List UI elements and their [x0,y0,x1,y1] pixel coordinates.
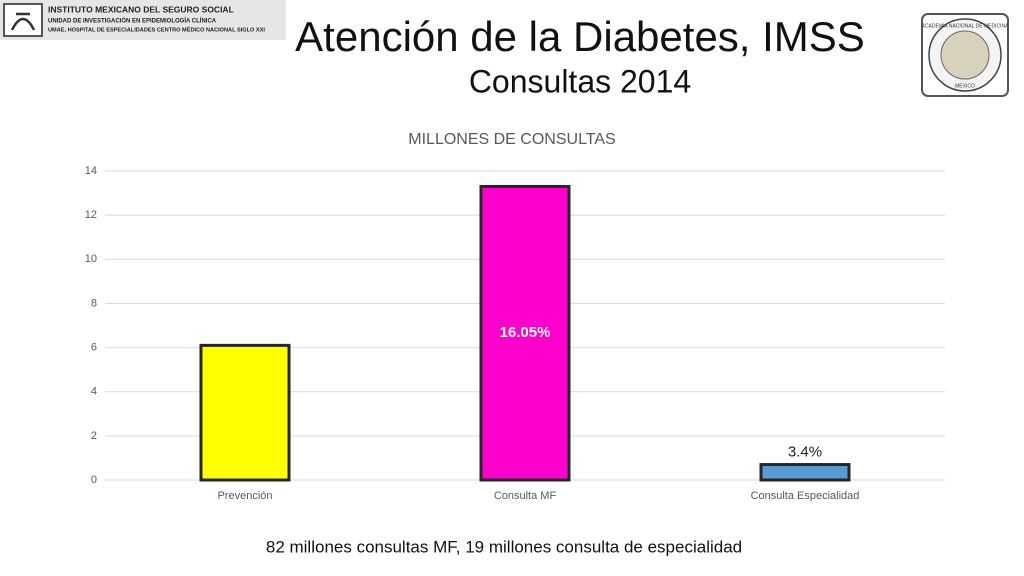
institution-line: UMAE, HOSPITAL DE ESPECIALIDADES CENTRO … [48,25,265,33]
academy-text: MÉXICO [955,82,975,89]
y-tick-label: 4 [91,386,97,398]
slide-subtitle: Consultas 2014 [469,63,691,99]
y-tick-label: 10 [85,253,97,265]
footer-note: 82 millones consultas MF, 19 millones co… [266,537,742,556]
academy-text: ACADEMIA NACIONAL DE MEDICINA [922,23,1009,29]
slide-title: Atención de la Diabetes, IMSS [295,13,865,60]
x-tick-label: Prevención [217,490,272,502]
y-tick-label: 2 [91,430,97,442]
y-tick-label: 6 [91,341,97,353]
bar-annotation: 3.4% [788,444,822,461]
bar [479,184,571,482]
y-tick-label: 0 [91,474,97,486]
imss-logo-mark [10,12,36,31]
bar-annotation: 16.05% [500,324,551,341]
bar [759,463,851,482]
y-tick-label: 12 [85,209,97,221]
bar [199,343,291,482]
academy-seal-center [940,30,990,80]
institution-banner [0,0,286,40]
x-tick-label: Consulta Especialidad [751,490,860,502]
y-tick-label: 14 [85,165,97,177]
chart-title: MILLONES DE CONSULTAS [408,131,615,148]
institution-line: INSTITUTO MEXICANO DEL SEGURO SOCIAL [48,4,234,14]
x-tick-label: Consulta MF [494,490,557,502]
institution-line: UNIDAD DE INVESTIGACIÓN EN EPIDEMIOLOGÍA… [48,17,217,25]
y-tick-label: 8 [91,297,97,309]
